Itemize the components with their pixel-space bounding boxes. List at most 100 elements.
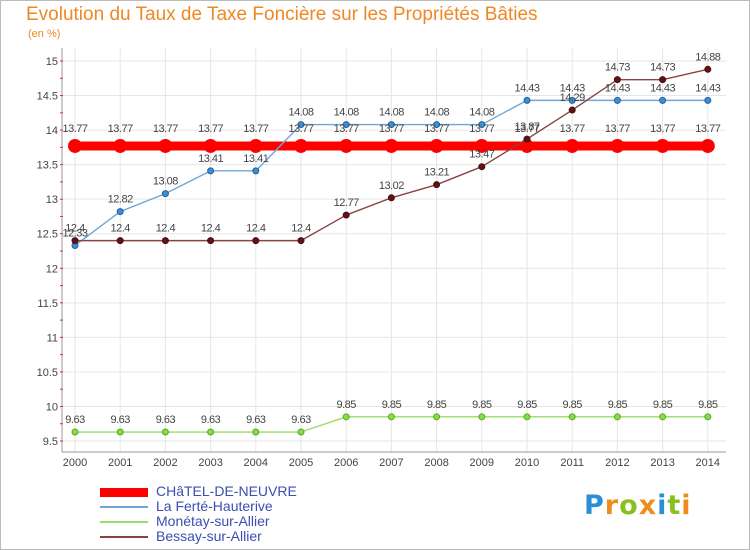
data-label: 14.08 bbox=[288, 107, 313, 119]
data-label: 9.63 bbox=[110, 414, 130, 426]
data-label: 13.02 bbox=[379, 180, 404, 192]
data-point bbox=[433, 181, 441, 189]
data-label: 13.77 bbox=[62, 123, 87, 135]
data-point bbox=[297, 121, 305, 129]
data-label: 13.77 bbox=[650, 123, 675, 135]
data-label: 14.73 bbox=[650, 62, 675, 74]
data-point bbox=[252, 428, 260, 436]
data-label: 13.77 bbox=[424, 123, 449, 135]
unit-label: (en %) bbox=[28, 28, 61, 40]
data-label: 12.4 bbox=[110, 223, 130, 235]
data-point bbox=[113, 138, 128, 153]
data-point bbox=[478, 413, 486, 421]
data-label: 14.29 bbox=[560, 92, 585, 104]
x-tick-label: 2001 bbox=[108, 457, 132, 469]
data-point bbox=[613, 413, 621, 421]
legend-label: Bessay-sur-Allier bbox=[156, 528, 262, 544]
data-point bbox=[161, 428, 169, 436]
data-point bbox=[207, 167, 215, 175]
data-label: 12.4 bbox=[201, 223, 221, 235]
data-point bbox=[568, 96, 576, 104]
logo-letter: i bbox=[681, 490, 692, 521]
data-point bbox=[433, 121, 441, 129]
data-label: 13.77 bbox=[243, 123, 268, 135]
data-label: 13.77 bbox=[469, 123, 494, 135]
data-label: 13.87 bbox=[514, 121, 539, 133]
data-point bbox=[203, 138, 218, 153]
data-label: 13.41 bbox=[243, 153, 268, 165]
data-point bbox=[565, 138, 580, 153]
data-point bbox=[659, 96, 667, 104]
y-tick-label: 12.5 bbox=[37, 229, 58, 241]
logo-letter: P bbox=[584, 490, 605, 521]
data-point bbox=[207, 428, 215, 436]
x-tick-label: 2000 bbox=[63, 457, 87, 469]
data-point bbox=[523, 96, 531, 104]
data-point bbox=[342, 413, 350, 421]
data-label: 13.77 bbox=[605, 123, 630, 135]
x-tick-label: 2004 bbox=[244, 457, 268, 469]
data-label: 9.85 bbox=[382, 399, 402, 411]
data-label: 14.43 bbox=[695, 82, 720, 94]
data-point bbox=[294, 138, 308, 153]
data-point bbox=[613, 76, 621, 84]
data-label: 12.4 bbox=[156, 223, 176, 235]
data-label: 9.63 bbox=[65, 414, 85, 426]
data-point bbox=[478, 121, 486, 129]
data-label: 12.77 bbox=[334, 197, 359, 209]
chart-title: Evolution du Taux de Taxe Foncière sur l… bbox=[26, 4, 538, 25]
data-point bbox=[568, 106, 576, 114]
legend-label: La Ferté-Hauterive bbox=[156, 498, 273, 514]
data-point bbox=[704, 65, 712, 73]
x-tick-label: 2007 bbox=[379, 457, 403, 469]
data-point bbox=[568, 413, 576, 421]
data-label: 13.77 bbox=[288, 123, 313, 135]
data-point bbox=[161, 237, 169, 245]
logo-letter: t bbox=[667, 490, 682, 521]
data-point bbox=[384, 138, 399, 153]
logo-letter: i bbox=[657, 490, 668, 521]
data-label: 12.4 bbox=[246, 223, 266, 235]
legend-swatch bbox=[100, 506, 148, 508]
plot-area bbox=[62, 48, 726, 452]
data-label: 13.77 bbox=[695, 123, 720, 135]
data-label: 13.77 bbox=[514, 123, 539, 135]
y-tick-label: 13 bbox=[46, 194, 58, 206]
data-point bbox=[429, 138, 444, 153]
data-label: 9.63 bbox=[201, 414, 221, 426]
data-point bbox=[339, 138, 354, 153]
proxiti-logo: Proxiti bbox=[584, 490, 692, 521]
data-label: 14.43 bbox=[514, 82, 539, 94]
data-label: 9.85 bbox=[608, 399, 628, 411]
y-tick-label: 14.5 bbox=[37, 91, 58, 103]
data-label: 9.85 bbox=[472, 399, 492, 411]
data-point bbox=[610, 138, 625, 153]
data-label: 13.77 bbox=[379, 123, 404, 135]
data-point bbox=[433, 413, 441, 421]
y-tick-label: 10 bbox=[46, 401, 58, 413]
data-label: 14.73 bbox=[605, 62, 630, 74]
data-label: 9.85 bbox=[427, 399, 447, 411]
x-tick-label: 2013 bbox=[650, 457, 674, 469]
data-label: 13.41 bbox=[198, 153, 223, 165]
x-tick-label: 2002 bbox=[153, 457, 177, 469]
y-tick-label: 11.5 bbox=[37, 298, 58, 310]
data-label: 9.85 bbox=[336, 399, 356, 411]
x-tick-label: 2003 bbox=[198, 457, 222, 469]
data-label: 13.77 bbox=[560, 123, 585, 135]
data-point bbox=[252, 167, 260, 175]
y-tick-label: 12 bbox=[46, 263, 58, 275]
data-point bbox=[659, 413, 667, 421]
data-label: 14.88 bbox=[695, 51, 720, 63]
data-point bbox=[704, 413, 712, 421]
data-point bbox=[68, 138, 82, 153]
data-label: 14.43 bbox=[605, 82, 630, 94]
data-label: 9.63 bbox=[291, 414, 311, 426]
data-point bbox=[297, 237, 305, 245]
y-tick-label: 13.5 bbox=[37, 160, 58, 172]
data-label: 9.63 bbox=[156, 414, 176, 426]
data-point bbox=[659, 76, 667, 84]
legend-swatch bbox=[100, 536, 148, 538]
data-point bbox=[71, 237, 79, 245]
data-point bbox=[523, 135, 531, 143]
